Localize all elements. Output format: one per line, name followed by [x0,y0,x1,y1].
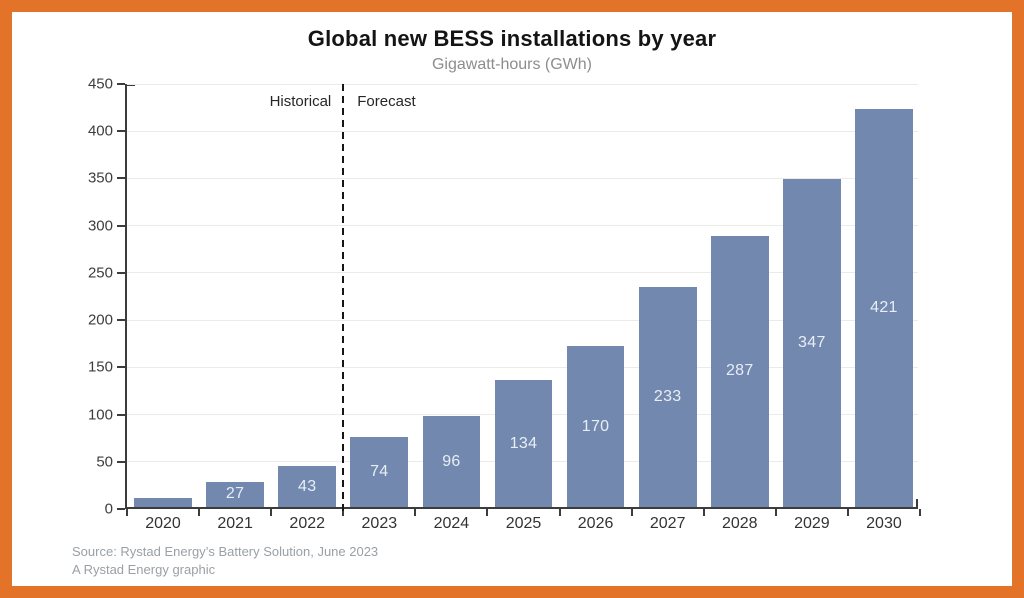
bar-2023: 74 [350,437,409,507]
y-axis-end-cap [127,84,135,86]
y-axis-label-50: 50 [96,453,113,471]
bar-2026: 170 [566,346,625,507]
y-axis-tick-400 [117,130,125,133]
x-axis-label-2020: 2020 [145,515,181,532]
x-axis-tick-9 [774,509,777,516]
x-axis-label-2025: 2025 [505,515,542,532]
bar-value-label-2029: 347 [798,334,826,352]
x-axis-label-2030: 2030 [866,515,902,532]
y-axis-label-450: 450 [87,75,113,93]
y-axis-tick-100 [117,413,125,416]
gridline-350 [127,177,918,179]
x-axis-label-2023: 2023 [361,515,398,532]
x-axis-label-2026: 2026 [577,515,614,532]
bar-2024: 96 [422,416,481,507]
bar-2020 [134,497,192,507]
x-axis-label-2029: 2029 [794,515,830,532]
x-axis-tick-10 [846,509,849,516]
gridline-200 [127,319,918,321]
x-axis-label-2027: 2027 [649,515,686,532]
source-text: Source: Rystad Energy’s Battery Solution… [72,543,378,579]
historical-label: Historical [269,93,332,110]
y-axis-tick-150 [117,366,125,369]
gridline-300 [127,225,918,227]
chart-subtitle: Gigawatt-hours (GWh) [431,56,593,73]
y-axis-label-200: 200 [87,311,113,329]
y-axis-tick-250 [117,271,125,274]
x-axis-tick-8 [702,509,705,516]
y-axis-tick-350 [117,177,125,180]
bar-value-label-2022: 43 [298,477,317,495]
bar-2021: 27 [206,481,264,507]
x-axis-tick-4 [414,509,417,516]
y-axis-label-300: 300 [87,217,113,235]
y-axis-label-100: 100 [87,406,113,424]
y-axis-tick-200 [117,319,125,322]
bar-2025: 134 [494,380,553,507]
y-axis-label-250: 250 [87,264,113,282]
x-axis-tick-1 [198,509,201,516]
bar-value-label-2024: 96 [442,452,461,470]
y-axis-tick-300 [117,224,125,227]
bar-value-label-2026: 170 [581,417,610,435]
bar-value-label-2030: 421 [870,299,898,317]
y-axis-tick-450 [117,83,125,85]
y-axis-label-400: 400 [87,122,113,140]
bar-2030: 421 [855,109,913,507]
x-axis-tick-11 [919,509,921,516]
x-axis-label-2028: 2028 [721,515,758,532]
x-axis-label-2024: 2024 [433,515,470,532]
gridline-250 [127,272,918,274]
bar-value-label-2027: 233 [653,387,682,405]
chart-card: Global new BESS installations by year Gi… [12,12,1012,586]
bar-2028: 287 [710,235,769,507]
gridline-400 [127,130,918,132]
x-axis-tick-7 [630,509,633,516]
bar-2022: 43 [278,466,337,507]
forecast-label: Forecast [357,93,416,110]
gridline-450 [127,83,918,85]
bar-2029: 347 [783,179,841,507]
y-axis-label-350: 350 [87,169,113,187]
y-axis-label-0: 0 [104,500,113,518]
historical-forecast-divider [342,84,345,515]
bar-value-label-2025: 134 [509,434,538,452]
bar-value-label-2028: 287 [725,362,754,380]
bar-2027: 233 [638,286,697,507]
chart-title: Global new BESS installations by year [307,26,717,51]
source-line-2: A Rystad Energy graphic [72,562,216,578]
y-axis-tick-0 [117,508,125,510]
gridline-150 [127,366,918,368]
x-axis-tick-0 [126,509,128,516]
source-line-1: Source: Rystad Energy’s Battery Solution… [72,544,379,559]
x-axis-label-2022: 2022 [289,515,326,532]
x-axis-end-cap [916,499,918,507]
x-axis-tick-6 [558,509,561,516]
x-axis-tick-2 [270,509,273,516]
bar-value-label-2023: 74 [370,463,389,481]
plot-area: Historical Forecast 0 50 100 150 200 250 300 35… [88,77,921,532]
x-axis-label-2021: 2021 [217,515,253,532]
bar-value-label-2021: 27 [225,485,245,503]
y-axis-tick-50 [117,460,125,463]
y-axis-label-150: 150 [87,358,113,376]
x-axis-tick-5 [486,509,489,516]
